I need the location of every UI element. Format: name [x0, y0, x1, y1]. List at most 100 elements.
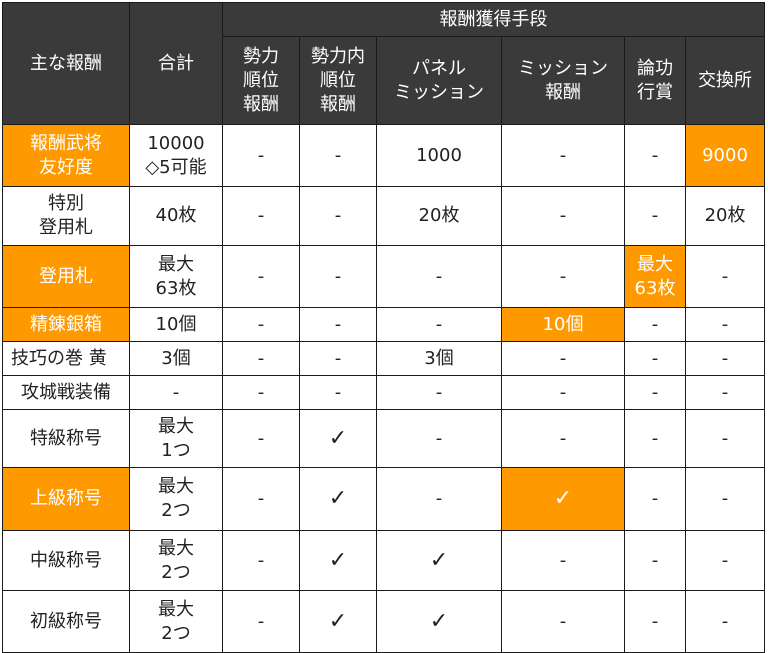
method-cell: -	[684, 307, 766, 342]
method-cell: -	[222, 307, 300, 342]
method-cell: -	[222, 245, 300, 308]
total-cell: 10000 ◇5可能	[129, 124, 223, 187]
total-cell: 最大 2つ	[129, 530, 223, 591]
method-cell: -	[299, 375, 377, 410]
header-method: パネル ミッション	[376, 36, 502, 125]
reward-name-cell: 特別 登用札	[2, 186, 130, 246]
reward-name-cell: 中級称号	[2, 530, 130, 591]
table-row: 初級称号 最大 2つ - ✓ ✓ - - -	[2, 590, 766, 653]
table-row: 特別 登用札 40枚 - -20枚 - -20枚	[2, 186, 766, 246]
method-cell: -	[501, 186, 625, 246]
method-cell: -	[684, 467, 766, 531]
reward-name-cell: 初級称号	[2, 590, 130, 653]
total-cell: -	[129, 375, 223, 410]
method-cell: 20枚	[376, 186, 502, 246]
header-main-reward: 主な報酬	[2, 2, 130, 125]
total-cell: 10個	[129, 307, 223, 342]
method-cell: -	[624, 375, 686, 410]
method-cell: -	[501, 375, 625, 410]
method-cell: -	[376, 375, 502, 410]
method-cell: -	[222, 530, 300, 591]
checkmark-cell: ✓	[376, 590, 502, 653]
method-cell: -	[376, 245, 502, 308]
checkmark-cell: ✓	[501, 467, 625, 531]
header-method: 交換所	[684, 36, 766, 125]
reward-name-cell: 上級称号	[2, 467, 130, 531]
method-cell: 1000	[376, 124, 502, 187]
checkmark-cell: ✓	[299, 467, 377, 531]
method-cell: -	[222, 186, 300, 246]
method-cell: -	[222, 341, 300, 376]
total-cell: 最大 1つ	[129, 409, 223, 468]
method-cell: -	[684, 590, 766, 653]
method-cell: -	[222, 467, 300, 531]
table-row: 攻城戦装備 - - - - - - -	[2, 375, 766, 410]
method-cell: -	[684, 409, 766, 468]
checkmark-cell: ✓	[299, 530, 377, 591]
table-body: 報酬武将 友好度 10000 ◇5可能 - -1000- -9000 特別 登用札 40枚 -…	[2, 124, 766, 653]
checkmark-cell: ✓	[376, 530, 502, 591]
method-cell: -	[624, 124, 686, 187]
method-cell: -	[501, 124, 625, 187]
header-method: 勢力内 順位 報酬	[299, 36, 377, 125]
method-cell: -	[376, 409, 502, 468]
method-cell: 10個	[501, 307, 625, 342]
checkmark-cell: ✓	[299, 409, 377, 468]
checkmark-cell: ✓	[299, 590, 377, 653]
method-cell: -	[684, 341, 766, 376]
method-cell: -	[501, 341, 625, 376]
method-cell: -	[501, 530, 625, 591]
method-cell: -	[684, 245, 766, 308]
table-row: 精錬銀箱 10個 - - -10個 - -	[2, 307, 766, 342]
method-cell: -	[624, 467, 686, 531]
reward-name-cell: 技巧の巻 黄	[2, 341, 130, 376]
method-cell: -	[222, 590, 300, 653]
table-row: 特級称号 最大 1つ - ✓ - - - -	[2, 409, 766, 468]
reward-name-cell: 精錬銀箱	[2, 307, 130, 342]
method-cell: -	[222, 409, 300, 468]
method-cell: -	[299, 341, 377, 376]
header-total: 合計	[129, 2, 223, 125]
method-cell: -	[501, 590, 625, 653]
total-cell: 最大 63枚	[129, 245, 223, 308]
method-cell: -	[624, 307, 686, 342]
total-cell: 最大 2つ	[129, 467, 223, 531]
method-cell: -	[299, 307, 377, 342]
header-method: 勢力 順位 報酬	[222, 36, 300, 125]
method-cell: -	[299, 186, 377, 246]
method-cell: -	[376, 307, 502, 342]
method-cell: -	[222, 124, 300, 187]
method-cell: 3個	[376, 341, 502, 376]
total-cell: 40枚	[129, 186, 223, 246]
method-cell: -	[299, 124, 377, 187]
method-cell: -	[501, 245, 625, 308]
method-cell: -	[222, 375, 300, 410]
table-row: 上級称号 最大 2つ - ✓ - ✓ - -	[2, 467, 766, 531]
method-cell: -	[684, 375, 766, 410]
table-row: 技巧の巻 黄 3個 - -3個 - - -	[2, 341, 766, 376]
method-cell: -	[501, 409, 625, 468]
reward-name-cell: 報酬武将 友好度	[2, 124, 130, 187]
method-cell: -	[299, 245, 377, 308]
method-cell: 最大 63枚	[624, 245, 686, 308]
header-method: ミッション 報酬	[501, 36, 625, 125]
method-cell: -	[624, 186, 686, 246]
method-cell: -	[624, 409, 686, 468]
header-method: 論功 行賞	[624, 36, 686, 125]
total-cell: 最大 2つ	[129, 590, 223, 653]
method-cell: -	[684, 530, 766, 591]
total-cell: 3個	[129, 341, 223, 376]
reward-name-cell: 攻城戦装備	[2, 375, 130, 410]
header-methods-group: 報酬獲得手段	[221, 2, 766, 37]
method-cell: -	[624, 341, 686, 376]
table-row: 中級称号 最大 2つ - ✓ ✓ - - -	[2, 530, 766, 591]
reward-name-cell: 特級称号	[2, 409, 130, 468]
method-cell: -	[624, 530, 686, 591]
table-row: 報酬武将 友好度 10000 ◇5可能 - -1000- -9000	[2, 124, 766, 187]
method-cell: -	[624, 590, 686, 653]
table-row: 登用札 最大 63枚 - - - - 最大 63枚 -	[2, 245, 766, 308]
reward-name-cell: 登用札	[2, 245, 130, 308]
method-cell: -	[376, 467, 502, 531]
method-cell: 9000	[684, 124, 766, 187]
